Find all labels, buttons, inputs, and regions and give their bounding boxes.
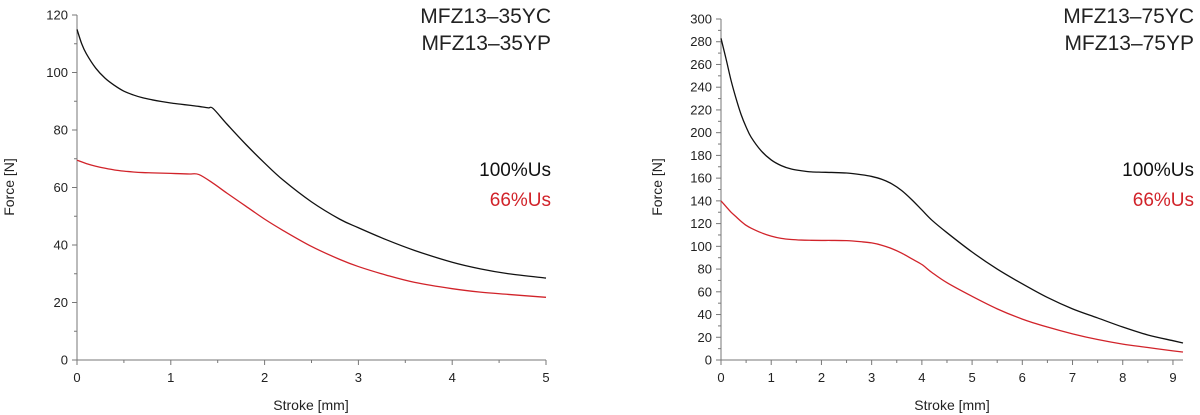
series-line-66-us: [720, 200, 1184, 353]
y-tick-label: 20: [54, 295, 68, 310]
y-tick-label: 40: [698, 307, 712, 322]
y-tick-label: 300: [690, 12, 712, 27]
x-tick-label: 3: [355, 370, 362, 385]
y-tick-label: 0: [705, 353, 712, 368]
legend-entry-100-us: 100%Us: [479, 160, 551, 181]
x-tick-label: 0: [717, 370, 724, 385]
y-tick-label: 120: [46, 8, 68, 23]
y-tick-label: 100: [690, 239, 712, 254]
series-line-100-us: [720, 38, 1184, 344]
y-tick-label: 280: [690, 34, 712, 49]
chart-title-line-2: MFZ13–75YP: [1064, 32, 1194, 55]
y-tick-label: 100: [46, 65, 68, 80]
x-tick-label: 4: [449, 370, 456, 385]
y-tick-label: 40: [54, 238, 68, 253]
y-tick-label: 160: [690, 171, 712, 186]
y-axis-label: Force [N]: [649, 158, 665, 216]
x-tick-label: 5: [968, 370, 975, 385]
y-tick-label: 260: [690, 57, 712, 72]
x-tick-label: 9: [1169, 370, 1176, 385]
chart-1: 0 20 40 60 80 100 120 0 1 2 3 4 5 Stroke [mm] Force [N…: [1, 5, 551, 413]
x-tick-label: 7: [1069, 370, 1076, 385]
y-tick-label: 120: [690, 216, 712, 231]
series-line-66-us: [76, 159, 547, 298]
chart-title-line-2: MFZ13–35YP: [421, 32, 551, 55]
y-tick-label: 60: [698, 284, 712, 299]
chart-2: 0204060801001201401601802002202402602803…: [649, 5, 1194, 413]
chart-title-line-1: MFZ13–35YC: [420, 5, 551, 28]
x-axis-label: Stroke [mm]: [273, 397, 348, 413]
y-tick-label: 20: [698, 330, 712, 345]
x-tick-label: 8: [1119, 370, 1126, 385]
y-tick-label: 240: [690, 80, 712, 95]
y-tick-label: 200: [690, 125, 712, 140]
x-tick-label: 6: [1019, 370, 1026, 385]
y-tick-label: 0: [61, 353, 68, 368]
y-axis-label: Force [N]: [1, 158, 17, 216]
y-tick-label: 140: [690, 193, 712, 208]
x-tick-label: 1: [768, 370, 775, 385]
x-tick-label: 1: [167, 370, 174, 385]
legend-entry-66-us: 66%Us: [1133, 190, 1194, 211]
chart-title-line-1: MFZ13–75YC: [1063, 5, 1194, 28]
legend-entry-66-us: 66%Us: [490, 190, 551, 211]
x-tick-label: 2: [818, 370, 825, 385]
y-tick-label: 180: [690, 148, 712, 163]
y-tick-label: 220: [690, 102, 712, 117]
y-tick-label: 80: [54, 123, 68, 138]
x-tick-label: 5: [542, 370, 549, 385]
series-line-100-us: [76, 29, 547, 279]
y-tick-label: 80: [698, 262, 712, 277]
x-tick-label: 0: [73, 370, 80, 385]
x-tick-label: 2: [261, 370, 268, 385]
legend-entry-100-us: 100%Us: [1122, 160, 1194, 181]
y-tick-label: 60: [54, 180, 68, 195]
x-tick-label: 4: [918, 370, 925, 385]
x-tick-label: 3: [868, 370, 875, 385]
x-axis-label: Stroke [mm]: [914, 397, 989, 413]
